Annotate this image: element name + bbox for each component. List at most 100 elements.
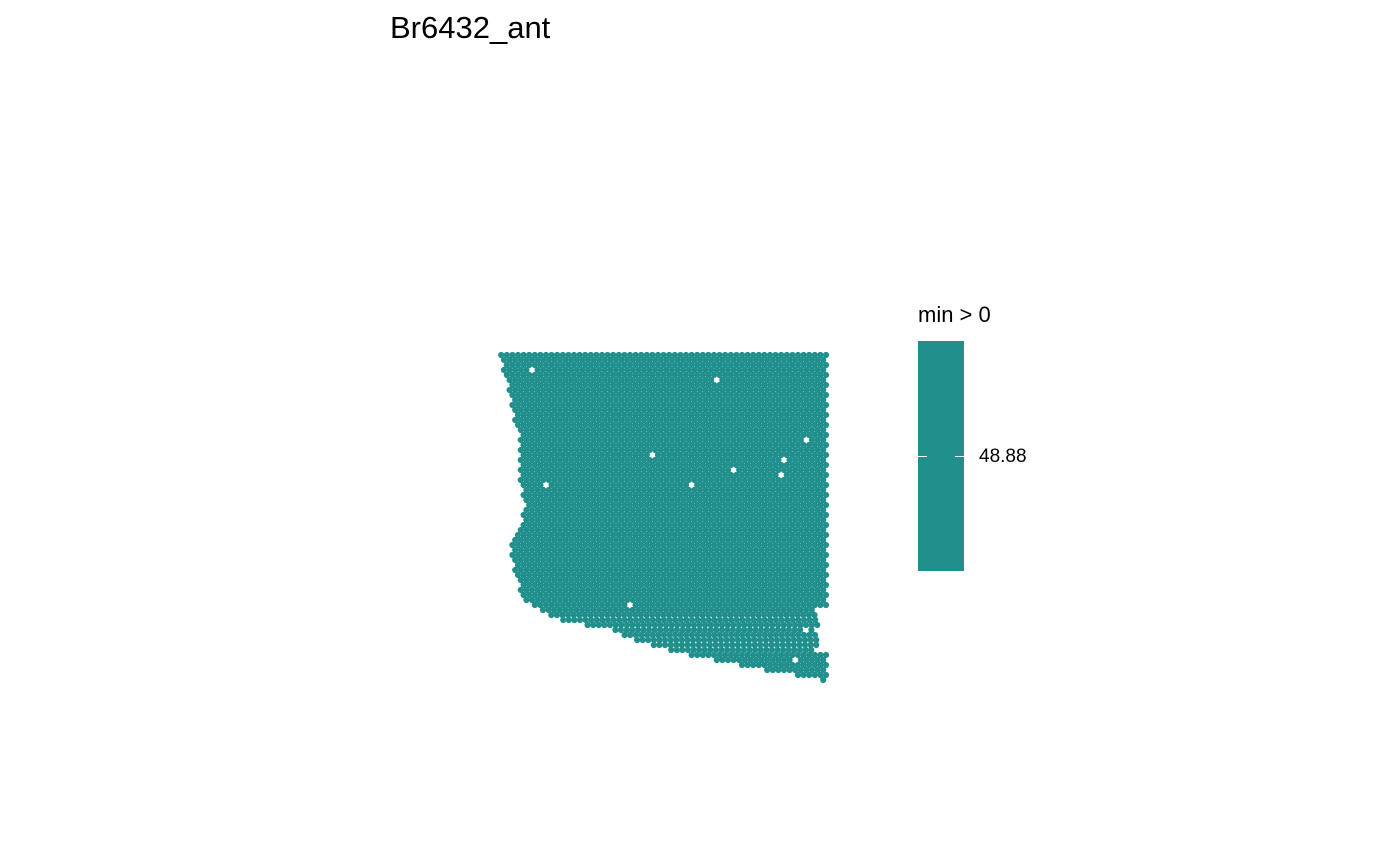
spot-point	[701, 641, 708, 649]
spot-point	[780, 656, 788, 664]
spot-point	[590, 546, 597, 554]
spot-point	[565, 531, 572, 539]
spot-point	[668, 386, 676, 394]
spot-point	[581, 611, 589, 619]
spot-point	[548, 561, 555, 569]
spot-point	[520, 451, 527, 459]
spot-point	[797, 386, 804, 394]
spot-point	[534, 396, 541, 404]
spot-point	[666, 601, 673, 609]
spot-point	[640, 396, 648, 404]
spot-point	[582, 401, 589, 409]
spot-point	[820, 476, 827, 484]
spot-point	[736, 476, 743, 484]
spot-point	[673, 626, 681, 634]
spot-point	[750, 461, 757, 469]
spot-point	[769, 356, 776, 364]
spot-point	[764, 376, 771, 384]
spot-point	[657, 516, 664, 524]
spot-point	[710, 471, 718, 479]
spot-point	[568, 516, 575, 524]
spot-point	[699, 381, 706, 389]
spot-point	[554, 491, 561, 499]
spot-point	[713, 406, 720, 414]
spot-point	[729, 641, 736, 649]
spot-point	[696, 546, 704, 554]
spot-point	[632, 411, 639, 419]
spot-point	[503, 351, 510, 359]
spot-point	[719, 546, 726, 554]
spot-point	[626, 501, 634, 509]
spot-point	[554, 511, 561, 519]
spot-point	[657, 586, 664, 594]
spot-point	[615, 411, 622, 419]
spot-point	[534, 586, 541, 594]
spot-point	[733, 481, 740, 489]
spot-point	[520, 481, 527, 489]
spot-point	[822, 371, 830, 379]
spot-point	[663, 516, 670, 524]
spot-point	[805, 611, 813, 619]
spot-point	[545, 536, 552, 544]
spot-point	[789, 441, 796, 449]
spot-point	[702, 426, 709, 434]
spot-point	[587, 531, 594, 539]
spot-point	[652, 506, 659, 514]
spot-point	[792, 446, 799, 454]
spot-point	[540, 416, 547, 424]
spot-point	[657, 596, 664, 604]
spot-point	[556, 566, 564, 574]
spot-point	[764, 576, 771, 584]
spot-point	[612, 426, 620, 434]
spot-point	[736, 466, 743, 474]
spot-point	[598, 361, 606, 369]
spot-point	[688, 411, 695, 419]
spot-point	[699, 451, 706, 459]
spot-point	[701, 646, 708, 654]
spot-point	[716, 561, 723, 569]
spot-point	[573, 486, 580, 494]
spot-point	[814, 466, 821, 474]
spot-point	[733, 631, 740, 639]
spot-point	[565, 391, 572, 399]
spot-point	[666, 411, 673, 419]
spot-point	[685, 386, 692, 394]
spot-point	[705, 401, 712, 409]
spot-point	[632, 381, 639, 389]
spot-point	[820, 466, 827, 474]
spot-point	[649, 421, 656, 429]
spot-point	[601, 606, 608, 614]
spot-point	[750, 661, 757, 669]
spot-point	[601, 416, 608, 424]
spot-point	[671, 541, 678, 549]
spot-point	[797, 446, 804, 454]
spot-point	[643, 361, 650, 369]
spot-point	[540, 376, 547, 384]
spot-point	[604, 511, 611, 519]
spot-point	[610, 371, 617, 379]
spot-point	[553, 611, 561, 619]
spot-point	[763, 646, 770, 654]
spot-point	[520, 411, 527, 419]
spot-point	[601, 426, 608, 434]
spot-point	[699, 631, 707, 639]
spot-point	[643, 531, 650, 539]
spot-point	[755, 381, 762, 389]
spot-point	[722, 461, 729, 469]
spot-point	[750, 371, 757, 379]
spot-point	[733, 371, 740, 379]
spot-point	[688, 391, 695, 399]
spot-point	[548, 431, 555, 439]
spot-point	[651, 626, 658, 634]
spot-point	[635, 576, 642, 584]
spot-point	[757, 636, 764, 644]
spot-point	[596, 526, 603, 534]
spot-point	[629, 506, 636, 514]
spot-point	[696, 436, 704, 444]
spot-point	[786, 606, 793, 614]
spot-point	[786, 456, 793, 464]
spot-point	[682, 571, 690, 579]
spot-point	[722, 431, 729, 439]
spot-point	[615, 401, 622, 409]
spot-point	[677, 431, 684, 439]
